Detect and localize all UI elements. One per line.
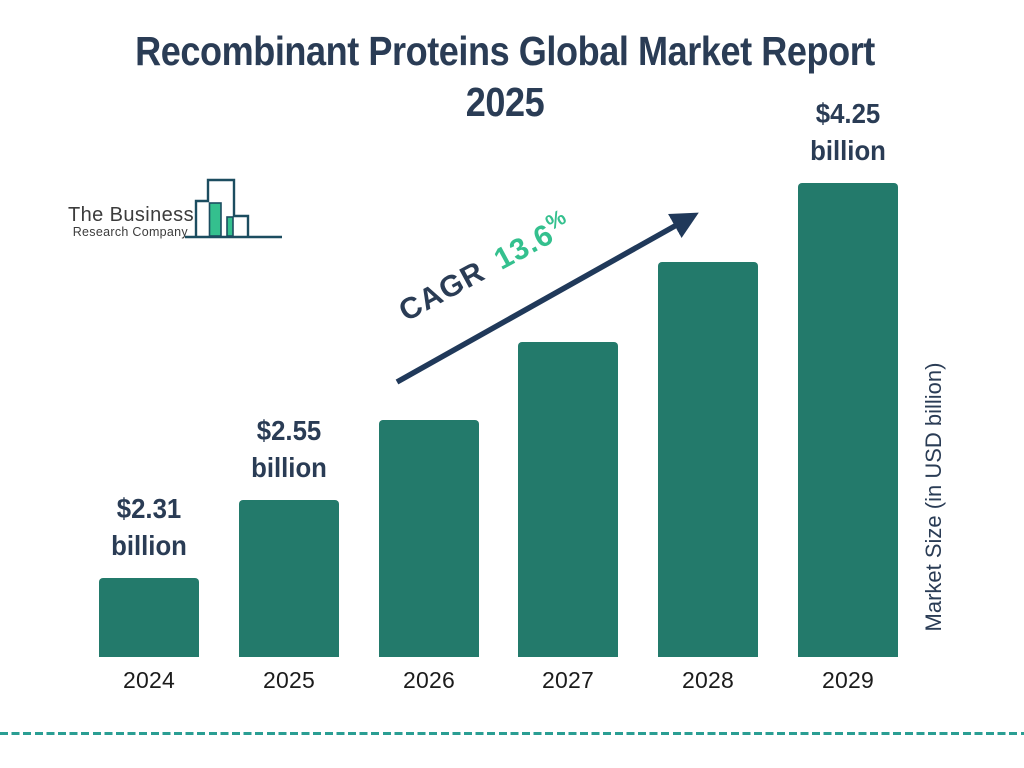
logo-text-line2: Research Company — [72, 225, 188, 239]
bar-2027 — [518, 342, 618, 657]
logo-text-line1: The Business — [68, 204, 194, 226]
x-tick-2029: 2029 — [822, 667, 874, 693]
x-tick-2027: 2027 — [542, 667, 594, 693]
chart-title: Recombinant Proteins Global Market Repor… — [0, 26, 1010, 128]
title-line-2: 2025 — [465, 79, 545, 125]
value-label-2024: $2.31 billion — [111, 493, 187, 561]
value-label-2029: $4.25 billion — [810, 98, 886, 166]
bar-2029 — [798, 183, 898, 657]
x-tick-2024: 2024 — [123, 667, 175, 693]
x-tick-2026: 2026 — [403, 667, 455, 693]
logo-bars-icon — [185, 178, 282, 239]
bar-2028 — [658, 262, 758, 657]
bar-2024 — [99, 578, 199, 657]
title-line-1: Recombinant Proteins Global Market Repor… — [135, 28, 875, 74]
bottom-dashed-line — [0, 732, 1024, 735]
bar-2026 — [379, 420, 479, 657]
x-tick-2025: 2025 — [263, 667, 315, 693]
y-axis-label: Market Size (in USD billion) — [921, 362, 946, 632]
x-tick-2028: 2028 — [682, 667, 734, 693]
bar-2025 — [239, 500, 339, 657]
value-label-2025: $2.55 billion — [251, 415, 327, 483]
